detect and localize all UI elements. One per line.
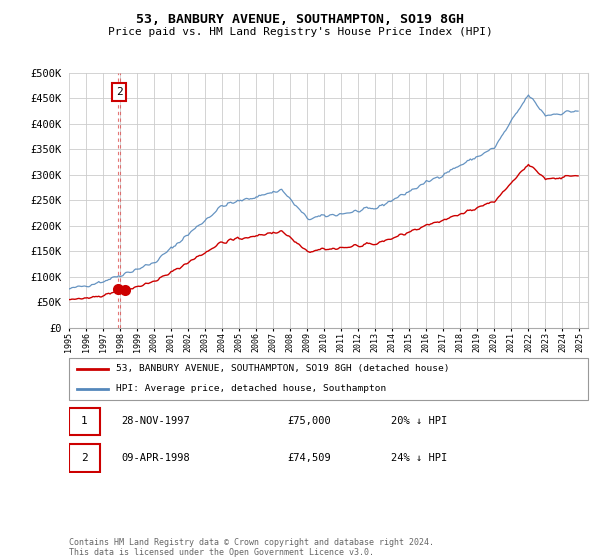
FancyBboxPatch shape (69, 444, 100, 472)
Text: 53, BANBURY AVENUE, SOUTHAMPTON, SO19 8GH: 53, BANBURY AVENUE, SOUTHAMPTON, SO19 8G… (136, 13, 464, 26)
Text: 20% ↓ HPI: 20% ↓ HPI (391, 417, 447, 426)
Text: HPI: Average price, detached house, Southampton: HPI: Average price, detached house, Sout… (116, 384, 386, 393)
Text: 28-NOV-1997: 28-NOV-1997 (121, 417, 190, 426)
Text: 24% ↓ HPI: 24% ↓ HPI (391, 453, 447, 463)
Text: 09-APR-1998: 09-APR-1998 (121, 453, 190, 463)
FancyBboxPatch shape (69, 358, 588, 400)
Text: 2: 2 (81, 453, 88, 463)
Text: 2: 2 (116, 87, 122, 97)
FancyBboxPatch shape (69, 408, 100, 435)
Text: 1: 1 (81, 417, 88, 426)
Text: £75,000: £75,000 (287, 417, 331, 426)
Text: 53, BANBURY AVENUE, SOUTHAMPTON, SO19 8GH (detached house): 53, BANBURY AVENUE, SOUTHAMPTON, SO19 8G… (116, 365, 449, 374)
Text: Price paid vs. HM Land Registry's House Price Index (HPI): Price paid vs. HM Land Registry's House … (107, 27, 493, 37)
Text: Contains HM Land Registry data © Crown copyright and database right 2024.
This d: Contains HM Land Registry data © Crown c… (69, 538, 434, 557)
Text: £74,509: £74,509 (287, 453, 331, 463)
